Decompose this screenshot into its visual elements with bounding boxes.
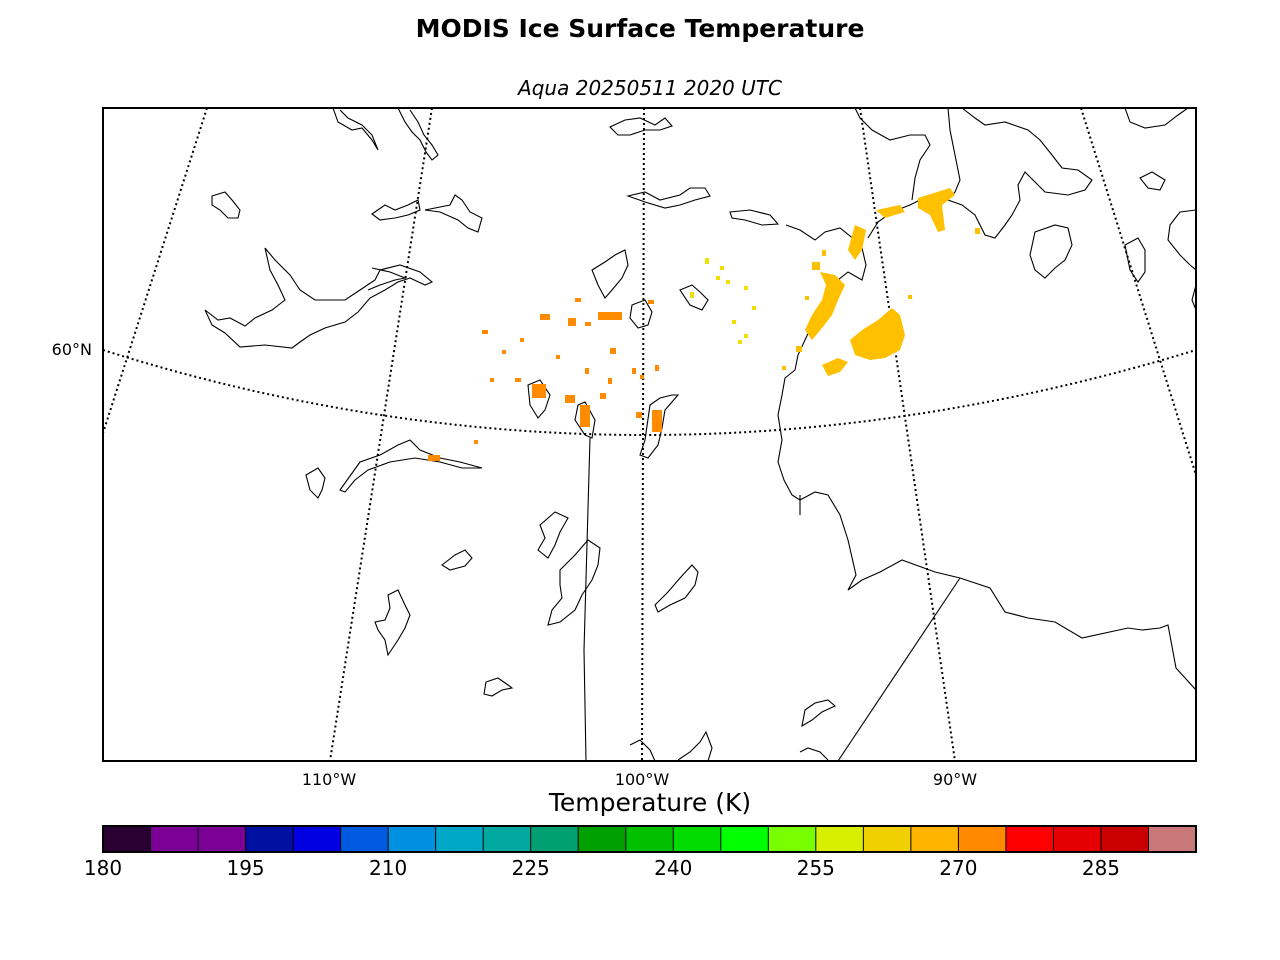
colorbar-segment [150, 826, 199, 852]
colorbar-tick-label: 285 [1081, 856, 1121, 880]
colorbar-tick-label: 270 [939, 856, 978, 880]
colorbar-segment [388, 826, 437, 852]
colorbar-segment [768, 826, 817, 852]
colorbar-tick-label: 255 [796, 856, 835, 880]
colorbar-segment [1148, 826, 1197, 852]
colorbar-segment [340, 826, 389, 852]
meridian-100w [641, 108, 645, 761]
ice-pixels-270k [428, 298, 662, 461]
lat-label-60n: 60°N [52, 340, 92, 359]
colorbar-segment [910, 826, 959, 852]
colorbar-segment [1100, 826, 1149, 852]
meridian-80w [1080, 108, 1196, 476]
lon-label-110w: 110°W [302, 770, 357, 789]
colorbar-segment [958, 826, 1007, 852]
chart-subtitle: Aqua 20250511 2020 UTC [518, 76, 782, 100]
colorbar-segment [198, 826, 247, 852]
colorbar-segment [483, 826, 532, 852]
colorbar-segment [673, 826, 722, 852]
colorbar-tick-label: 210 [369, 856, 408, 880]
ice-pixels-265k [782, 188, 980, 376]
colorbar-segment [578, 826, 627, 852]
colorbar-segment [863, 826, 912, 852]
lon-label-100w: 100°W [615, 770, 670, 789]
meridian-110w [329, 108, 433, 761]
colorbar-tick-label: 195 [226, 856, 265, 880]
map-border [102, 107, 1197, 762]
chart-title: MODIS Ice Surface Temperature [415, 14, 865, 43]
parallel-60n [103, 349, 1196, 436]
colorbar-segment [1005, 826, 1054, 852]
colorbar-segment [245, 826, 294, 852]
colorbar-border [102, 825, 1197, 853]
coastlines [204, 108, 1196, 761]
lon-label-90w: 90°W [933, 770, 977, 789]
colorbar-segment [530, 826, 579, 852]
ice-pixels-260k [690, 258, 756, 344]
graticule [103, 108, 1196, 761]
ice-temperature-pixels [428, 188, 980, 461]
colorbar-tick-label: 240 [654, 856, 693, 880]
great-slave-lake [204, 247, 434, 349]
meridian-120w [103, 108, 208, 434]
colorbar-segment [103, 826, 152, 852]
colorbar-segment [625, 826, 674, 852]
colorbar-segment [1053, 826, 1102, 852]
colorbar-label: Temperature (K) [548, 788, 752, 817]
colorbar-segment [720, 826, 769, 852]
colorbar-tick-label: 180 [83, 856, 123, 880]
colorbar-segment [435, 826, 484, 852]
colorbar-tick-label: 225 [511, 856, 550, 880]
colorbar-segment [293, 826, 342, 852]
colorbar [103, 826, 1197, 852]
colorbar-segment [815, 826, 864, 852]
